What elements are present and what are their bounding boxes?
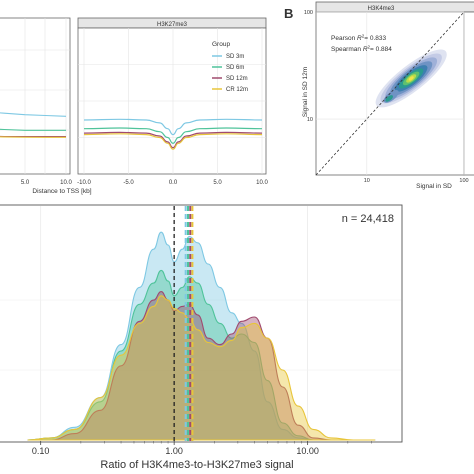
- panel-b-x-tick-label: 10: [364, 178, 370, 184]
- legend: Group SD 3m SD 6m SD 12m CR 12m: [212, 41, 248, 93]
- pearson-value: = 0.833: [364, 35, 386, 42]
- panel-b-diagonal: [315, 11, 465, 176]
- panel-a-left-line-cr-12m: [0, 136, 66, 138]
- panel-c-area-sd-6m: [27, 269, 376, 441]
- panel-b: B H3K4me3 Pearson R2= 0.833 Spearman R2=…: [284, 1, 474, 190]
- panel-a-left: 5.0 10.0 Distance to TSS [kb]: [0, 17, 92, 195]
- spearman-label: Spearman: [331, 46, 361, 53]
- legend-title: Group: [212, 41, 230, 48]
- spearman-annotation: Spearman R2= 0.884: [331, 45, 392, 54]
- panel-a-left-frame: [0, 17, 71, 175]
- panel-c: n = 24,418 0.10 1.00 10.00 Ratio of H3K4me…: [0, 204, 403, 471]
- panel-a-right-line-sd-3m: [83, 118, 263, 136]
- panel-a-right-tick-label: -10.0: [77, 180, 91, 186]
- panel-b-label: B: [284, 6, 293, 21]
- legend-label-sd-3m: SD 3m: [226, 54, 244, 60]
- legend-label-cr-12m: CR 12m: [226, 87, 248, 93]
- legend-label-sd-6m: SD 6m: [226, 65, 244, 71]
- panel-b-xlabel: Signal in SD: [416, 183, 452, 190]
- panel-a-right-line-sd-12m: [83, 131, 263, 149]
- panel-c-area-sd-12m: [27, 291, 376, 441]
- panel-c-xlabel: Ratio of H3K4me3-to-H3K27me3 signal: [100, 459, 293, 471]
- panel-b-y-tick-label: 100: [304, 10, 313, 16]
- panel-b-strip: [315, 1, 474, 13]
- panel-b-ylabel: Signal in SD 12m: [302, 67, 309, 117]
- panel-a-left-line-sd-3m: [0, 112, 67, 117]
- panel-a-left-tick-10: 10.0: [60, 180, 72, 186]
- panel-b-x-tick-label: 100: [459, 178, 468, 184]
- density-contour-level: [408, 76, 414, 81]
- panel-a-right-line-sd-6m: [83, 127, 263, 144]
- panel-a-right: H3K27me3 -10.0 -5.0 0.0 5.0 10.0 Group SD 3m…: [77, 17, 268, 186]
- panel-c-area-cr-12m: [27, 295, 376, 441]
- panel-b-next-frame: [463, 11, 474, 176]
- pearson-label: Pearson: [331, 35, 356, 42]
- legend-label-sd-12m: SD 12m: [226, 76, 248, 82]
- panel-c-tick-label: 0.10: [32, 446, 50, 456]
- panel-a-right-tick-label: 10.0: [256, 180, 268, 186]
- panel-a-left-line-sd-12m: [0, 135, 66, 138]
- panel-c-frame: [0, 204, 403, 443]
- panel-b-title: H3K4me3: [368, 6, 395, 12]
- panel-a-xlabel: Distance to TSS [kb]: [32, 188, 91, 195]
- panel-a-right-tick-label: -5.0: [123, 180, 134, 186]
- panel-c-tick-label: 1.00: [165, 446, 183, 456]
- density-contour-level: [385, 95, 393, 102]
- panel-a-right-tick-label: 0.0: [169, 180, 178, 186]
- panel-a-left-tick-5: 5.0: [21, 180, 30, 186]
- panel-a-right-line-cr-12m: [83, 133, 263, 150]
- panel-b-stats: Pearson R2= 0.833 Spearman R2= 0.884: [331, 34, 392, 54]
- panel-a-left-line-sd-6m: [0, 128, 66, 131]
- spearman-value: = 0.884: [370, 46, 392, 53]
- panel-c-tick-label: 10.00: [296, 446, 319, 456]
- panel-c-area-sd-3m: [27, 231, 376, 441]
- pearson-annotation: Pearson R2= 0.833: [331, 34, 387, 43]
- panel-a-right-title: H3K27me3: [157, 22, 188, 28]
- panel-b-y-tick-label: 10: [307, 117, 313, 123]
- panel-a-right-tick-label: 5.0: [213, 180, 222, 186]
- n-annotation: n = 24,418: [342, 213, 394, 225]
